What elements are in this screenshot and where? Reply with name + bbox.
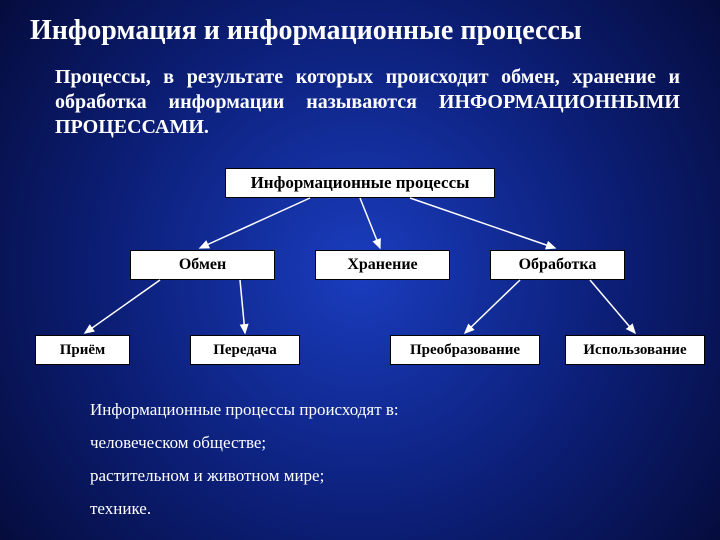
tree-node-storage: Хранение	[315, 250, 450, 280]
bullets-header: Информационные процессы происходят в:	[90, 400, 660, 420]
edge	[240, 280, 245, 333]
slide: Информация и информационные процессы Про…	[0, 0, 720, 540]
tree-leaf-use: Использование	[565, 335, 705, 365]
tree-root: Информационные процессы	[225, 168, 495, 198]
tree-node-exchange: Обмен	[130, 250, 275, 280]
tree-node-processing: Обработка	[490, 250, 625, 280]
bullet-item: растительном и животном мире;	[90, 466, 660, 486]
edge	[85, 280, 160, 333]
tree-leaf-transform: Преобразование	[390, 335, 540, 365]
definition-text: Процессы, в результате которых происходи…	[55, 65, 680, 140]
edge	[590, 280, 635, 333]
bullet-item: человеческом обществе;	[90, 433, 660, 453]
tree-leaf-transmit: Передача	[190, 335, 300, 365]
edge	[200, 198, 310, 248]
bullets-block: Информационные процессы происходят в: че…	[90, 400, 660, 532]
bullet-item: технике.	[90, 499, 660, 519]
slide-title: Информация и информационные процессы	[30, 15, 690, 47]
edge	[465, 280, 520, 333]
edge	[360, 198, 380, 248]
edge	[410, 198, 555, 248]
tree-leaf-receive: Приём	[35, 335, 130, 365]
